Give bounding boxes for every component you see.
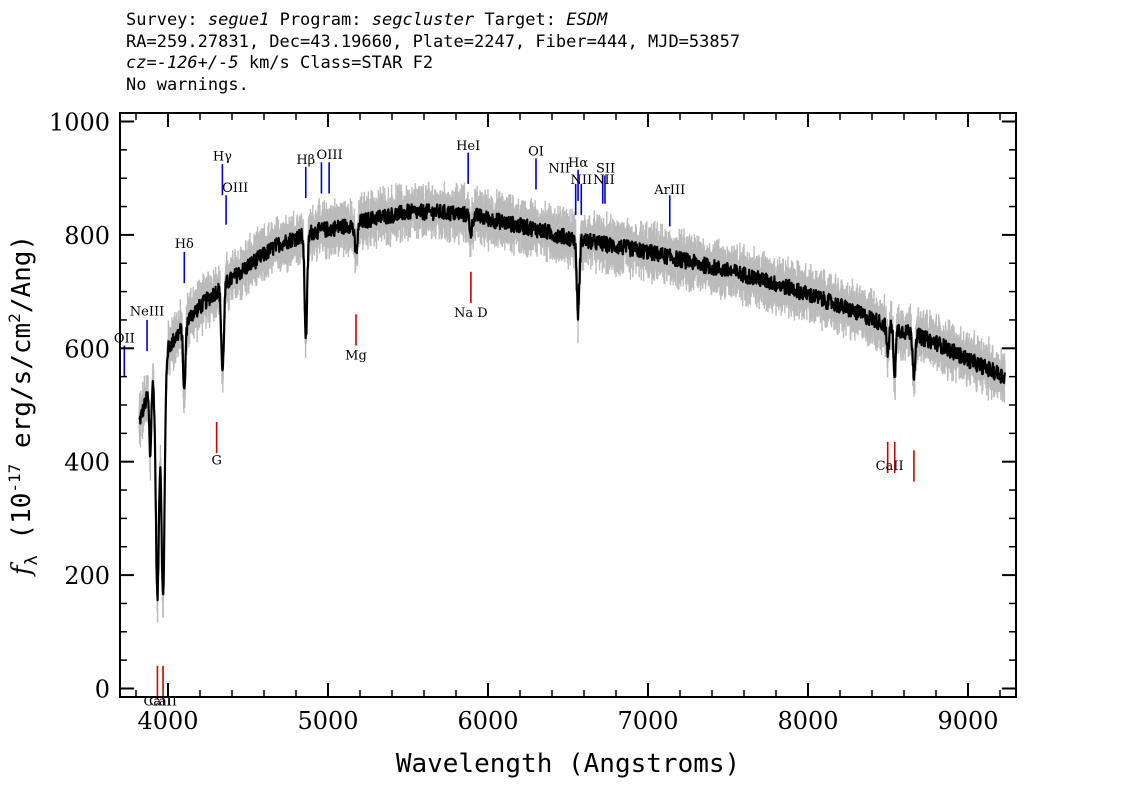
emission-line-label: NeIII (130, 304, 164, 319)
absorption-line-label: CaII (143, 695, 171, 710)
y-label-text-3: /Ang) (7, 235, 37, 313)
y-label-text: (10 (7, 493, 37, 556)
x-tick-label: 7000 (617, 707, 678, 735)
y-label-superscript: -17 (5, 464, 24, 493)
emission-line-label: Hγ (213, 150, 232, 165)
class-text: km/s Class=STAR F2 (238, 53, 434, 73)
y-tick-label: 0 (95, 675, 110, 703)
y-tick-label: 600 (64, 335, 110, 363)
survey-name: segue1 (207, 10, 270, 30)
y-tick-label: 800 (64, 222, 110, 250)
header-line-coords: RA=259.27831, Dec=43.19660, Plate=2247, … (126, 31, 741, 52)
emission-line-label: ArIII (653, 183, 685, 198)
absorption-line-label: CaII (149, 695, 177, 710)
absorption-line-label: Mg (345, 349, 367, 364)
emission-line-label: NII (548, 162, 570, 177)
emission-line-label: HeI (456, 139, 480, 154)
flux-series (138, 203, 1006, 602)
header-line-survey: Survey: segue1 Program: segcluster Targe… (126, 10, 608, 30)
y-tick-label: 200 (64, 562, 110, 590)
emission-line-label: OI (528, 145, 544, 160)
y-label-text-2: erg/s/cm (7, 323, 37, 464)
y-tick-label: 1000 (49, 109, 110, 137)
y-label-subscript: λ (22, 555, 42, 565)
emission-line-label: SII (596, 162, 615, 177)
header-line-redshift: cz=-126+/-5 km/s Class=STAR F2 (126, 53, 740, 75)
y-label-superscript-2: 2 (5, 313, 24, 323)
emission-line-label: NII (570, 173, 592, 188)
emission-line-label: NII (593, 173, 615, 188)
emission-line-label: OIII (222, 181, 248, 196)
x-tick-label: 9000 (937, 707, 998, 735)
program-name: segcluster (371, 10, 475, 30)
emission-line-label: OII (114, 332, 135, 347)
emission-line-label: Hδ (175, 237, 194, 252)
x-tick-label: 4000 (137, 707, 198, 735)
flux-line (138, 203, 1006, 602)
plot-frame (119, 112, 1017, 698)
y-tick-label: 400 (64, 449, 110, 477)
absorption-line-label: Na D (454, 306, 488, 321)
absorption-line-label: CaII (876, 459, 904, 474)
spectrum-header: Survey: segue1 Program: segcluster Targe… (126, 10, 740, 96)
x-tick-label: 6000 (457, 707, 518, 735)
emission-line-label: Hβ (296, 153, 315, 168)
emission-line-label: OIII (317, 148, 343, 163)
x-axis-label: Wavelength (Angstroms) (396, 749, 740, 779)
x-tick-label: 8000 (777, 707, 838, 735)
header-line-warnings: No warnings. (126, 74, 249, 95)
y-axis-label: fλ (10-17 erg/s/cm2/Ang) (5, 235, 42, 577)
emission-line-label: Hα (568, 156, 588, 171)
redshift-value: cz=-126+/-5 (126, 53, 239, 73)
x-tick-label: 5000 (297, 707, 358, 735)
target-name: ESDM (566, 10, 608, 30)
axis-ticks: 4000 5000 6000 7000 8000 9000 0 200 400 600 800 100… (49, 109, 1016, 735)
absorption-line-label: G (211, 454, 221, 469)
